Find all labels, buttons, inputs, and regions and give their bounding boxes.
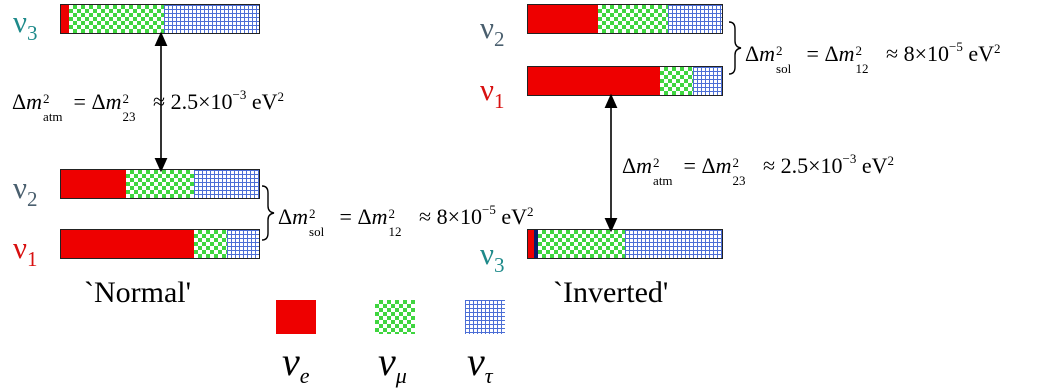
flavor-segment-tau: [667, 5, 722, 33]
normal-sol-brace: [261, 185, 275, 241]
inverted-sol-formula: Δm 2 sol = Δm 2 12 ≈ 8×10−5 eV2: [745, 39, 1001, 76]
normal-nu3-bar: [60, 4, 260, 34]
normal-nu3-label: ν3: [13, 4, 38, 45]
normal-sol-formula: Δm 2 sol = Δm 2 12 ≈ 8×10−5 eV2: [278, 202, 534, 239]
flavor-segment-mu: [126, 170, 194, 198]
flavor-segment-mu: [597, 5, 668, 33]
inverted-nu1-bar: [527, 66, 723, 96]
flavor-segment-tau: [193, 170, 259, 198]
normal-title: `Normal': [84, 276, 192, 309]
flavor-segment-e: [61, 170, 127, 198]
inverted-nu2-label: ν2: [480, 10, 505, 51]
legend-swatch-tau: [465, 300, 505, 334]
flavor-segment-mu: [659, 67, 693, 95]
flavor-segment-e: [528, 5, 598, 33]
inverted-nu2-bar: [527, 4, 723, 34]
normal-nu1-label: ν1: [13, 230, 38, 271]
inverted-sol-brace: [728, 21, 742, 75]
flavor-segment-tau: [227, 230, 259, 258]
flavor-segment-tau: [163, 5, 259, 33]
flavor-segment-mu: [537, 230, 625, 258]
flavor-segment-e: [528, 230, 534, 258]
inverted-nu3-bar: [527, 229, 723, 259]
normal-nu1-bar: [60, 229, 260, 259]
normal-nu2-label: ν2: [13, 170, 38, 211]
flavor-segment-tau: [624, 230, 722, 258]
inverted-nu3-label: ν3: [480, 236, 505, 277]
flavor-segment-blk: [533, 230, 538, 258]
legend-label-tau: ντ: [467, 339, 493, 388]
flavor-segment-e: [61, 230, 194, 258]
flavor-segment-tau: [692, 67, 722, 95]
legend-swatch-e: [276, 300, 316, 334]
legend-label-e: νe: [282, 339, 310, 388]
inverted-nu1-label: ν1: [480, 72, 505, 113]
flavor-segment-mu: [68, 5, 164, 33]
flavor-segment-mu: [193, 230, 228, 258]
flavor-segment-e: [61, 5, 69, 33]
inverted-title: `Inverted': [553, 276, 669, 309]
normal-nu2-bar: [60, 169, 260, 199]
inverted-atm-formula: Δm 2 atm = Δm 2 23 ≈ 2.5×10−3 eV2: [622, 151, 894, 188]
normal-atm-formula: Δm 2 atm = Δm 2 23 ≈ 2.5×10−3 eV2: [12, 87, 284, 124]
flavor-segment-e: [528, 67, 660, 95]
legend-label-mu: νμ: [378, 339, 407, 388]
legend-swatch-mu: [375, 300, 415, 334]
